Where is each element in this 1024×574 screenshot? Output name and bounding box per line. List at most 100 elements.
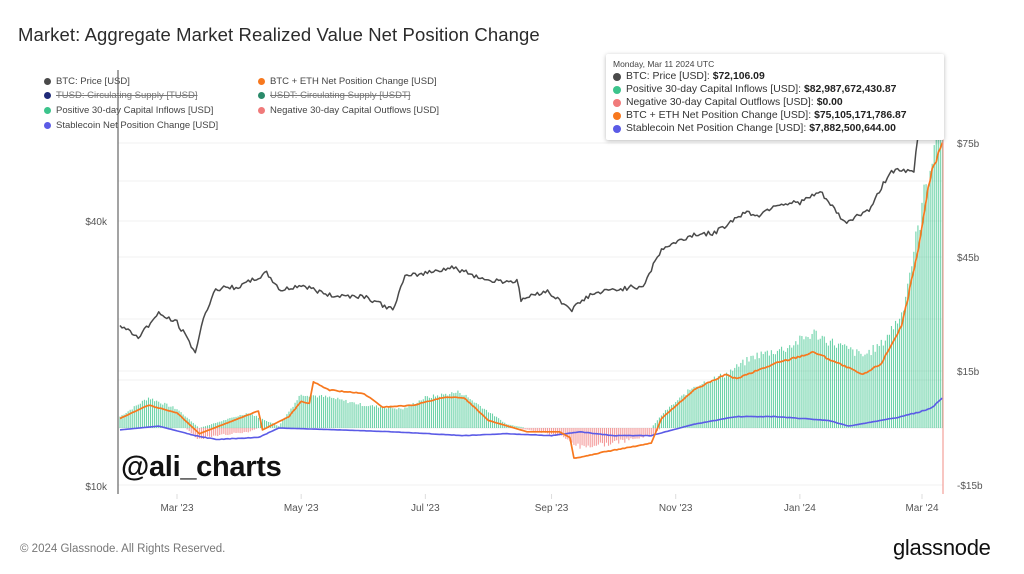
inflow-bar [363, 406, 365, 428]
inflow-bar [133, 406, 135, 428]
inflow-bar [453, 393, 455, 428]
inflow-bar [837, 343, 840, 428]
legend-item-negative-outflows[interactable]: Negative 30-day Capital Outflows [USD] [258, 105, 439, 116]
inflow-bar [257, 417, 259, 428]
inflow-bar [459, 392, 461, 428]
inflow-bar [738, 366, 740, 428]
right-axis-tick-label: $15b [957, 367, 980, 378]
inflow-bar [327, 397, 329, 428]
outflow-bar [581, 428, 583, 446]
inflow-bar [217, 422, 219, 428]
inflow-bar [457, 390, 459, 428]
inflow-bar [866, 353, 868, 428]
legend-item-btc-eth-net-position[interactable]: BTC + ETH Net Position Change [USD] [258, 76, 437, 87]
inflow-bar [803, 339, 805, 428]
legend-dot-icon [44, 107, 51, 114]
outflow-bar [597, 428, 599, 445]
inflow-bar [935, 121, 937, 429]
inflow-bar [145, 400, 148, 428]
legend-label: BTC: Price [USD] [56, 76, 130, 87]
inflow-bar [742, 359, 744, 428]
inflow-bar [412, 402, 414, 428]
inflow-bar [809, 338, 811, 428]
inflow-bar [752, 355, 754, 428]
inflow-bar [243, 414, 245, 428]
glassnode-logo[interactable]: glassnode [893, 535, 991, 560]
inflow-bar [367, 406, 369, 428]
inflow-bar [746, 357, 748, 428]
inflow-bar [675, 401, 677, 428]
outflow-bar [540, 428, 542, 433]
legend-label: USDT: Circulating Supply [USDT] [270, 90, 411, 101]
x-axis-tick-label: Mar '23 [160, 503, 193, 514]
inflow-bar [164, 402, 166, 428]
inflow-bar [245, 413, 247, 428]
inflow-bar [123, 414, 125, 428]
inflow-bar [899, 318, 901, 428]
inflow-bar [268, 421, 270, 428]
inflow-bar [778, 349, 781, 428]
outflow-bar [255, 428, 257, 429]
inflow-bar [357, 404, 359, 428]
outflow-bar [648, 428, 650, 437]
legend-item-usdt-supply[interactable]: USDT: Circulating Supply [USDT] [258, 90, 410, 101]
outflow-bar [628, 428, 630, 441]
gridlines [118, 142, 943, 486]
inflow-bar [154, 401, 156, 428]
inflow-bar [469, 399, 471, 428]
hover-tooltip: Monday, Mar 11 2024 UTC BTC: Price [USD]… [606, 54, 944, 140]
inflow-bar [827, 345, 829, 428]
inflow-bar [382, 407, 384, 428]
inflow-bar [811, 333, 813, 428]
outflow-bar [209, 428, 211, 437]
inflow-bar [170, 406, 172, 428]
legend-item-btc-price[interactable]: BTC: Price [USD] [44, 76, 130, 87]
outflow-bar [652, 428, 654, 435]
inflow-bar [178, 410, 180, 428]
inflow-bar [911, 266, 913, 428]
inflow-bar [734, 367, 736, 428]
inflow-bar [697, 386, 699, 428]
inflow-bar [172, 406, 174, 428]
inflow-bar [400, 408, 402, 428]
inflow-bar [475, 402, 477, 428]
inflow-bar [139, 403, 141, 428]
inflow-bar [715, 378, 717, 428]
inflow-bar [652, 425, 654, 428]
inflow-bar [162, 404, 164, 428]
inflow-bar [656, 420, 658, 428]
outflow-bar [204, 428, 207, 438]
inflow-bar [829, 340, 831, 428]
inflow-bar [854, 355, 856, 428]
inflow-bar [190, 421, 192, 428]
inflow-bar [813, 329, 815, 428]
inflow-bar [848, 348, 850, 428]
inflow-bar [736, 364, 738, 428]
inflow-bar [667, 409, 669, 428]
tooltip-row-positive-inflows: Positive 30-day Capital Inflows [USD]: $… [613, 84, 896, 95]
legend-item-tusd-supply[interactable]: TUSD: Circulating Supply [TUSD] [44, 90, 197, 101]
outflow-bar [522, 428, 524, 430]
legend-label: BTC + ETH Net Position Change [USD] [270, 76, 437, 87]
inflow-bar [807, 337, 809, 428]
outflow-bar [186, 428, 188, 430]
x-axis-tick-label: Mar '24 [905, 503, 938, 514]
inflow-bar [394, 408, 396, 428]
legend-item-stablecoin-net-position[interactable]: Stablecoin Net Position Change [USD] [44, 120, 218, 131]
inflow-bar [711, 381, 713, 428]
inflow-bar [310, 395, 312, 428]
inflow-bar [420, 400, 422, 428]
inflow-bar [331, 397, 333, 428]
inflow-bar [728, 374, 730, 428]
inflow-bar [192, 422, 194, 428]
stablecoin-net-position-line [119, 397, 943, 441]
outflow-bar [196, 428, 198, 439]
inflow-bar [923, 184, 925, 428]
x-axis-tick-label: Jan '24 [784, 503, 816, 514]
legend-item-positive-inflows[interactable]: Positive 30-day Capital Inflows [USD] [44, 105, 213, 116]
inflow-bar [479, 405, 481, 428]
left-axis-tick-label: $40k [85, 217, 108, 228]
inflow-bar [691, 388, 693, 428]
inflow-bar [215, 422, 217, 428]
